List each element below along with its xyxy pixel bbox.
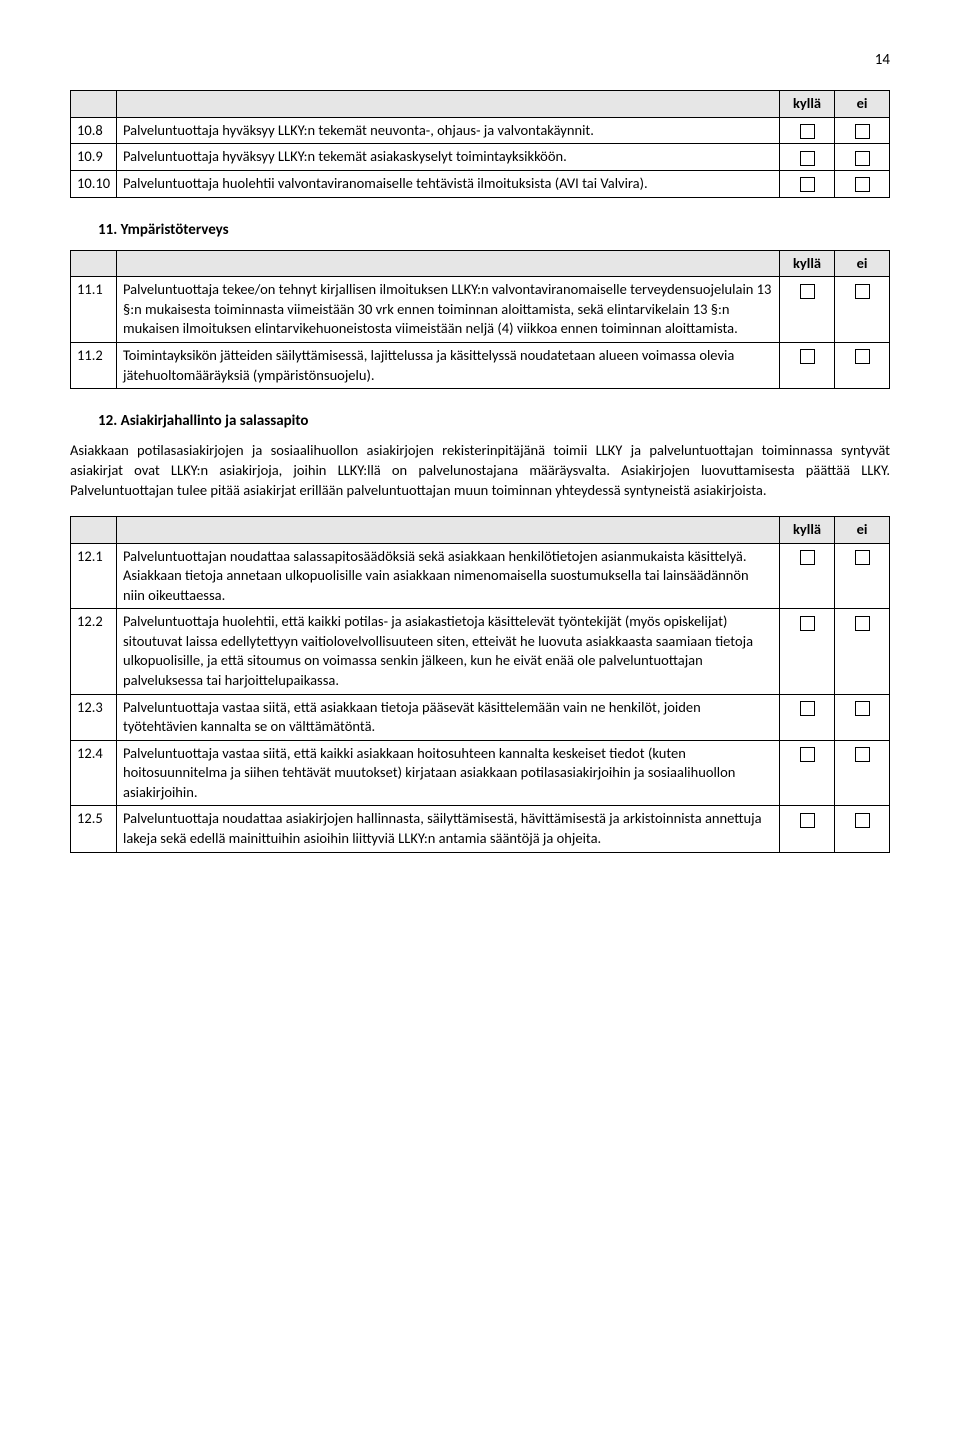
checkbox-yes[interactable] (780, 277, 835, 343)
table-row: 10.10 Palveluntuottaja huolehtii valvont… (71, 170, 890, 197)
table-12: kyllä ei 12.1 Palveluntuottajan noudatta… (70, 516, 890, 852)
checkbox-no[interactable] (835, 277, 890, 343)
header-empty (117, 250, 780, 277)
checkbox-no[interactable] (835, 343, 890, 389)
section-12-heading: 12. Asiakirjahallinto ja salassapito (98, 411, 890, 431)
table-header-row: kyllä ei (71, 250, 890, 277)
checkbox-no[interactable] (835, 694, 890, 740)
table-11: kyllä ei 11.1 Palveluntuottaja tekee/on … (70, 250, 890, 389)
row-number: 12.2 (71, 609, 117, 694)
row-text: Palveluntuottaja vastaa siitä, että asia… (117, 694, 780, 740)
row-number: 12.1 (71, 543, 117, 609)
row-text: Palveluntuottaja huolehtii valvontaviran… (117, 170, 780, 197)
header-no: ei (835, 91, 890, 118)
checkbox-no[interactable] (835, 806, 890, 852)
row-number: 12.4 (71, 740, 117, 806)
table-row: 11.1 Palveluntuottaja tekee/on tehnyt ki… (71, 277, 890, 343)
table-header-row: kyllä ei (71, 517, 890, 544)
row-text: Palveluntuottaja hyväksyy LLKY:n tekemät… (117, 144, 780, 171)
checkbox-yes[interactable] (780, 117, 835, 144)
row-number: 10.9 (71, 144, 117, 171)
row-text: Palveluntuottaja vastaa siitä, että kaik… (117, 740, 780, 806)
table-10: kyllä ei 10.8 Palveluntuottaja hyväksyy … (70, 90, 890, 197)
checkbox-no[interactable] (835, 543, 890, 609)
row-text: Palveluntuottajan noudattaa salassapitos… (117, 543, 780, 609)
checkbox-no[interactable] (835, 170, 890, 197)
checkbox-yes[interactable] (780, 543, 835, 609)
checkbox-yes[interactable] (780, 170, 835, 197)
checkbox-no[interactable] (835, 609, 890, 694)
table-row: 12.3 Palveluntuottaja vastaa siitä, että… (71, 694, 890, 740)
row-text: Palveluntuottaja huolehtii, että kaikki … (117, 609, 780, 694)
header-no: ei (835, 250, 890, 277)
header-empty (71, 250, 117, 277)
checkbox-yes[interactable] (780, 609, 835, 694)
table-row: 12.5 Palveluntuottaja noudattaa asiakirj… (71, 806, 890, 852)
checkbox-no[interactable] (835, 117, 890, 144)
row-number: 11.1 (71, 277, 117, 343)
table-row: 12.1 Palveluntuottajan noudattaa salassa… (71, 543, 890, 609)
row-number: 12.3 (71, 694, 117, 740)
table-header-row: kyllä ei (71, 91, 890, 118)
header-empty (71, 91, 117, 118)
checkbox-no[interactable] (835, 144, 890, 171)
header-empty (117, 517, 780, 544)
header-yes: kyllä (780, 250, 835, 277)
row-text: Toimintayksikön jätteiden säilyttämisess… (117, 343, 780, 389)
table-row: 12.4 Palveluntuottaja vastaa siitä, että… (71, 740, 890, 806)
header-empty (71, 517, 117, 544)
row-number: 10.10 (71, 170, 117, 197)
header-yes: kyllä (780, 517, 835, 544)
section-11-heading: 11. Ympäristöterveys (98, 220, 890, 240)
table-row: 10.8 Palveluntuottaja hyväksyy LLKY:n te… (71, 117, 890, 144)
row-number: 11.2 (71, 343, 117, 389)
row-text: Palveluntuottaja hyväksyy LLKY:n tekemät… (117, 117, 780, 144)
row-number: 10.8 (71, 117, 117, 144)
row-text: Palveluntuottaja tekee/on tehnyt kirjall… (117, 277, 780, 343)
section-12-intro: Asiakkaan potilasasiakirjojen ja sosiaal… (70, 441, 890, 500)
checkbox-no[interactable] (835, 740, 890, 806)
row-text: Palveluntuottaja noudattaa asiakirjojen … (117, 806, 780, 852)
header-no: ei (835, 517, 890, 544)
table-row: 11.2 Toimintayksikön jätteiden säilyttäm… (71, 343, 890, 389)
row-number: 12.5 (71, 806, 117, 852)
header-yes: kyllä (780, 91, 835, 118)
checkbox-yes[interactable] (780, 343, 835, 389)
checkbox-yes[interactable] (780, 806, 835, 852)
checkbox-yes[interactable] (780, 144, 835, 171)
checkbox-yes[interactable] (780, 694, 835, 740)
table-row: 10.9 Palveluntuottaja hyväksyy LLKY:n te… (71, 144, 890, 171)
header-empty (117, 91, 780, 118)
page-number: 14 (70, 50, 890, 70)
checkbox-yes[interactable] (780, 740, 835, 806)
table-row: 12.2 Palveluntuottaja huolehtii, että ka… (71, 609, 890, 694)
